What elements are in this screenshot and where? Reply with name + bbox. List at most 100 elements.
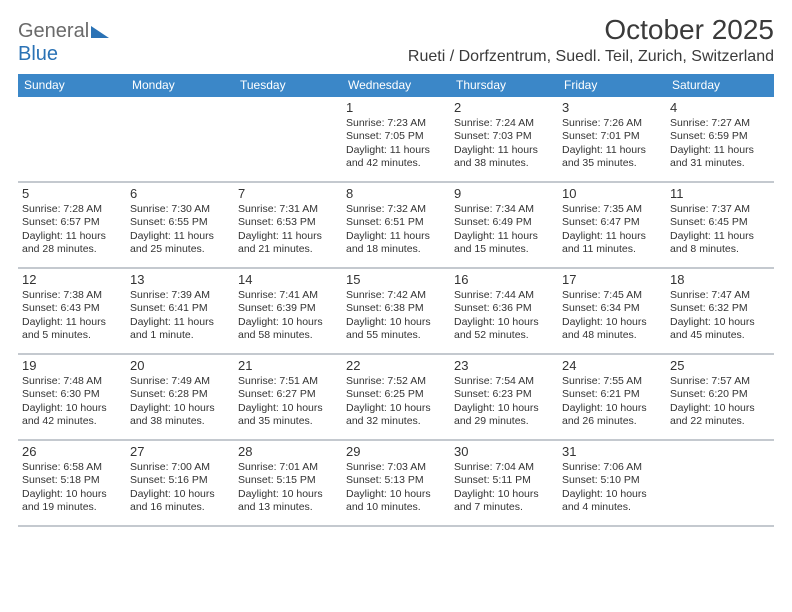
sunrise-line: Sunrise: 7:55 AM [562, 375, 662, 388]
day-cell: 15Sunrise: 7:42 AMSunset: 6:38 PMDayligh… [342, 269, 450, 353]
day-cell: 20Sunrise: 7:49 AMSunset: 6:28 PMDayligh… [126, 355, 234, 439]
day-cell: 2Sunrise: 7:24 AMSunset: 7:03 PMDaylight… [450, 97, 558, 181]
day-number: 31 [562, 444, 662, 459]
sunset-line: Sunset: 5:13 PM [346, 474, 446, 487]
day-number: 21 [238, 358, 338, 373]
day-number: 27 [130, 444, 230, 459]
daylight-line: Daylight: 11 hours and 8 minutes. [670, 230, 770, 257]
day-cell: 14Sunrise: 7:41 AMSunset: 6:39 PMDayligh… [234, 269, 342, 353]
dow-friday: Friday [558, 74, 666, 97]
sunrise-line: Sunrise: 7:04 AM [454, 461, 554, 474]
sunset-line: Sunset: 5:15 PM [238, 474, 338, 487]
daylight-line: Daylight: 11 hours and 35 minutes. [562, 144, 662, 171]
day-cell: 26 Sunrise: 6:58 AMSunset: 5:18 PMDayligh… [18, 441, 126, 525]
sunrise-line: Sunrise: 7:34 AM [454, 203, 554, 216]
logo-triangle-icon [91, 26, 109, 38]
page-title: October 2025 [408, 14, 774, 46]
day-cell: 29Sunrise: 7:03 AMSunset: 5:13 PMDayligh… [342, 441, 450, 525]
daylight-line: Daylight: 11 hours and 31 minutes. [670, 144, 770, 171]
daylight-line: Daylight: 11 hours and 5 minutes. [22, 316, 122, 343]
day-cell: 13Sunrise: 7:39 AMSunset: 6:41 PMDayligh… [126, 269, 234, 353]
day-cell: 31Sunrise: 7:06 AMSunset: 5:10 PMDayligh… [558, 441, 666, 525]
week-row: 12Sunrise: 7:38 AMSunset: 6:43 PMDayligh… [18, 269, 774, 355]
daylight-line: Daylight: 10 hours and 42 minutes. [22, 402, 122, 429]
daylight-line: Daylight: 10 hours and 19 minutes. [22, 488, 122, 515]
sunset-line: Sunset: 6:59 PM [670, 130, 770, 143]
day-cell: 18Sunrise: 7:47 AMSunset: 6:32 PMDayligh… [666, 269, 774, 353]
day-number: 18 [670, 272, 770, 287]
daylight-line: Daylight: 11 hours and 15 minutes. [454, 230, 554, 257]
sunrise-line: Sunrise: 7:26 AM [562, 117, 662, 130]
daylight-line: Daylight: 10 hours and 38 minutes. [130, 402, 230, 429]
sunrise-line: Sunrise: 7:32 AM [346, 203, 446, 216]
sunrise-line: Sunrise: 7:57 AM [670, 375, 770, 388]
sunrise-line: Sunrise: 7:03 AM [346, 461, 446, 474]
day-number: 6 [130, 186, 230, 201]
day-cell [234, 97, 342, 181]
sunset-line: Sunset: 5:16 PM [130, 474, 230, 487]
location-subtitle: Rueti / Dorfzentrum, Suedl. Teil, Zurich… [408, 48, 774, 66]
sunset-line: Sunset: 7:01 PM [562, 130, 662, 143]
day-cell [18, 97, 126, 181]
day-number: 3 [562, 100, 662, 115]
day-cell: 25Sunrise: 7:57 AMSunset: 6:20 PMDayligh… [666, 355, 774, 439]
page: General Blue October 2025 Rueti / Dorfze… [0, 0, 792, 537]
day-cell: 8Sunrise: 7:32 AMSunset: 6:51 PMDaylight… [342, 183, 450, 267]
day-number: 15 [346, 272, 446, 287]
sunset-line: Sunset: 6:53 PM [238, 216, 338, 229]
logo-text-general: General [18, 20, 89, 42]
sunset-line: Sunset: 6:57 PM [22, 216, 122, 229]
daylight-line: Daylight: 11 hours and 25 minutes. [130, 230, 230, 257]
week-row: 19Sunrise: 7:48 AMSunset: 6:30 PMDayligh… [18, 355, 774, 441]
sunset-line: Sunset: 6:34 PM [562, 302, 662, 315]
day-number: 16 [454, 272, 554, 287]
sunset-line: Sunset: 6:38 PM [346, 302, 446, 315]
dow-tuesday: Tuesday [234, 74, 342, 97]
daylight-line: Daylight: 10 hours and 16 minutes. [130, 488, 230, 515]
day-number: 10 [562, 186, 662, 201]
day-number: 28 [238, 444, 338, 459]
sunset-line: Sunset: 7:03 PM [454, 130, 554, 143]
week-row: 26Sunrise: 6:58 AMSunset: 5:18 PMDayligh… [18, 441, 774, 527]
day-cell: 28Sunrise: 7:01 AMSunset: 5:15 PMDayligh… [234, 441, 342, 525]
sunrise-line: Sunrise: 7:44 AM [454, 289, 554, 302]
day-cell: 11Sunrise: 7:37 AMSunset: 6:45 PMDayligh… [666, 183, 774, 267]
daylight-line: Daylight: 11 hours and 42 minutes. [346, 144, 446, 171]
sunset-line: Sunset: 6:47 PM [562, 216, 662, 229]
day-cell: 24Sunrise: 7:55 AMSunset: 6:21 PMDayligh… [558, 355, 666, 439]
sunrise-line: Sunrise: 7:41 AM [238, 289, 338, 302]
sunset-line: Sunset: 5:18 PM [22, 474, 122, 487]
sunrise-line: Sunrise: 6:58 AM [22, 461, 122, 474]
daylight-line: Daylight: 10 hours and 55 minutes. [346, 316, 446, 343]
sunset-line: Sunset: 5:10 PM [562, 474, 662, 487]
day-number: 25 [670, 358, 770, 373]
daylight-line: Daylight: 11 hours and 21 minutes. [238, 230, 338, 257]
sunrise-line: Sunrise: 7:06 AM [562, 461, 662, 474]
day-number: 30 [454, 444, 554, 459]
day-cell: 21Sunrise: 7:51 AMSunset: 6:27 PMDayligh… [234, 355, 342, 439]
sunset-line: Sunset: 6:20 PM [670, 388, 770, 401]
daylight-line: Daylight: 11 hours and 38 minutes. [454, 144, 554, 171]
day-number: 14 [238, 272, 338, 287]
sunset-line: Sunset: 5:11 PM [454, 474, 554, 487]
sunrise-line: Sunrise: 7:31 AM [238, 203, 338, 216]
dow-wednesday: Wednesday [342, 74, 450, 97]
daylight-line: Daylight: 11 hours and 28 minutes. [22, 230, 122, 257]
day-number: 11 [670, 186, 770, 201]
day-cell: 3 Sunrise: 7:26 AMSunset: 7:01 PMDaylight… [558, 97, 666, 181]
day-number: 20 [130, 358, 230, 373]
day-number: 26 [22, 444, 122, 459]
day-cell: 23Sunrise: 7:54 AMSunset: 6:23 PMDayligh… [450, 355, 558, 439]
day-number: 1 [346, 100, 446, 115]
header: General Blue October 2025 Rueti / Dorfze… [18, 14, 774, 66]
day-cell: 16Sunrise: 7:44 AMSunset: 6:36 PMDayligh… [450, 269, 558, 353]
week-row: 5Sunrise: 7:28 AMSunset: 6:57 PMDaylight… [18, 183, 774, 269]
sunset-line: Sunset: 6:39 PM [238, 302, 338, 315]
daylight-line: Daylight: 10 hours and 48 minutes. [562, 316, 662, 343]
dow-monday: Monday [126, 74, 234, 97]
daylight-line: Daylight: 10 hours and 29 minutes. [454, 402, 554, 429]
day-number: 4 [670, 100, 770, 115]
daylight-line: Daylight: 11 hours and 11 minutes. [562, 230, 662, 257]
weeks-container: 1Sunrise: 7:23 AMSunset: 7:05 PMDaylight… [18, 97, 774, 527]
sunrise-line: Sunrise: 7:30 AM [130, 203, 230, 216]
